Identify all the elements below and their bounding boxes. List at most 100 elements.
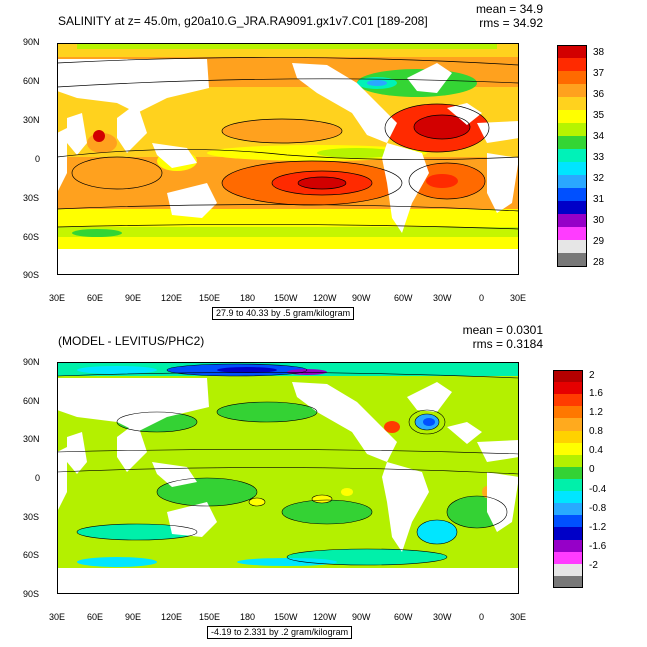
colorbar-swatch [557,58,587,72]
colorbar-swatch [553,370,583,383]
lat-tick-label: 60N [23,76,40,86]
colorbar-swatch [553,406,583,419]
lon-tick-label: 0 [479,612,485,622]
lat-tick-label: 30S [23,512,40,522]
lat-tick-label: 60S [23,232,40,242]
colorbar-swatch [557,45,587,59]
bottom-colorbar [553,370,583,589]
lon-tick-label: 120W [313,293,337,303]
colorbar-swatch [553,527,583,541]
lon-tick-label: 120E [161,293,183,303]
colorbar-label: 38 [593,47,605,58]
colorbar-label: -1.6 [589,541,607,552]
lon-tick-label: 60W [394,612,413,622]
colorbar-label: 37 [593,68,605,79]
colorbar-swatch [557,175,587,189]
colorbar-label: 0 [589,464,595,475]
lon-tick-label: 90W [352,612,371,622]
colorbar-swatch [557,214,587,228]
lon-tick-label: 150E [199,612,221,622]
bottom-colorbar-labels: 2 1.6 1.2 0.8 0.4 0 -0.4 -0.8 -1.2 -1.6 … [553,370,643,588]
lon-tick-label: 30E [49,293,66,303]
colorbar-swatch [553,575,583,589]
colorbar-label: -2 [589,560,598,571]
lat-tick-label: 90S [23,589,40,599]
bottom-difference-map [57,362,519,594]
colorbar-label: 34 [593,131,605,142]
lon-tick-label: 30W [433,293,452,303]
lat-tick-label: 60N [23,396,40,406]
colorbar-swatch [557,201,587,215]
colorbar-swatch [553,442,583,456]
colorbar-swatch [557,71,587,85]
colorbar-swatch [553,551,583,565]
colorbar-label: 35 [593,110,605,121]
lon-tick-label: 180 [240,612,256,622]
colorbar-swatch [557,149,587,163]
colorbar-label: 36 [593,89,605,100]
lon-tick-label: 0 [479,293,485,303]
colorbar-swatch [553,454,583,468]
colorbar-label: 0.8 [589,426,603,437]
colorbar-swatch [557,162,587,176]
lon-tick-label: 150W [274,612,298,622]
colorbar-swatch [553,430,583,444]
lon-tick-label: 90E [125,293,142,303]
colorbar-label: -0.8 [589,503,607,514]
top-mean-value: mean = 34.9 [475,2,543,16]
top-colorbar [557,45,587,267]
lon-tick-label: 120E [161,612,183,622]
lat-tick-label: 60S [23,550,40,560]
top-rms-value: rms = 34.92 [479,16,543,30]
bottom-contour-info: -4.19 to 2.331 by .2 gram/kilogram [207,626,353,639]
lon-tick-label: 90W [352,293,371,303]
colorbar-swatch [557,136,587,150]
colorbar-label: 0.4 [589,445,603,456]
top-colorbar-labels: 38 37 36 35 34 33 32 31 30 29 28 [557,45,637,268]
colorbar-swatch [557,123,587,137]
colorbar-swatch [557,227,587,241]
top-salinity-map [57,43,519,275]
lon-tick-label: 150W [274,293,298,303]
lon-tick-label: 30E [510,612,527,622]
lat-tick-label: 30N [23,115,40,125]
lon-tick-label: 120W [313,612,337,622]
lon-tick-label: 30E [510,293,527,303]
lat-tick-label: 30N [23,434,40,444]
colorbar-label: -1.2 [589,522,607,533]
top-panel-title: SALINITY at z= 45.0m, g20a10.G_JRA.RA909… [58,14,428,28]
bottom-mean-value: mean = 0.0301 [462,323,543,337]
colorbar-label: 1.2 [589,407,603,418]
lon-tick-label: 60E [87,293,104,303]
colorbar-swatch [557,84,587,98]
colorbar-swatch [553,394,583,407]
lat-tick-label: 0 [35,154,41,164]
colorbar-swatch [553,563,583,577]
lon-tick-label: 30W [433,612,452,622]
top-contour-info: 27.9 to 40.33 by .5 gram/kilogram [212,307,355,320]
bottom-rms-value: rms = 0.3184 [472,337,543,351]
lon-tick-label: 90E [125,612,142,622]
colorbar-swatch [553,539,583,553]
colorbar-label: 29 [593,236,605,247]
colorbar-swatch [553,515,583,528]
colorbar-swatch [557,253,587,267]
lon-tick-label: 30E [49,612,66,622]
colorbar-swatch [553,491,583,504]
colorbar-label: 30 [593,215,605,226]
lat-tick-label: 90N [23,37,40,47]
lat-tick-label: 90N [23,357,40,367]
colorbar-swatch [557,240,587,254]
colorbar-swatch [553,418,583,432]
lon-tick-label: 60W [394,293,413,303]
lon-tick-label: 180 [240,293,256,303]
colorbar-swatch [557,110,587,124]
colorbar-label: 33 [593,152,605,163]
lon-tick-label: 60E [87,612,104,622]
lat-tick-label: 30S [23,193,40,203]
colorbar-label: 1.6 [589,388,603,399]
colorbar-label: 31 [593,194,605,205]
colorbar-swatch [557,188,587,202]
colorbar-swatch [557,97,587,111]
lat-tick-label: 90S [23,270,40,280]
